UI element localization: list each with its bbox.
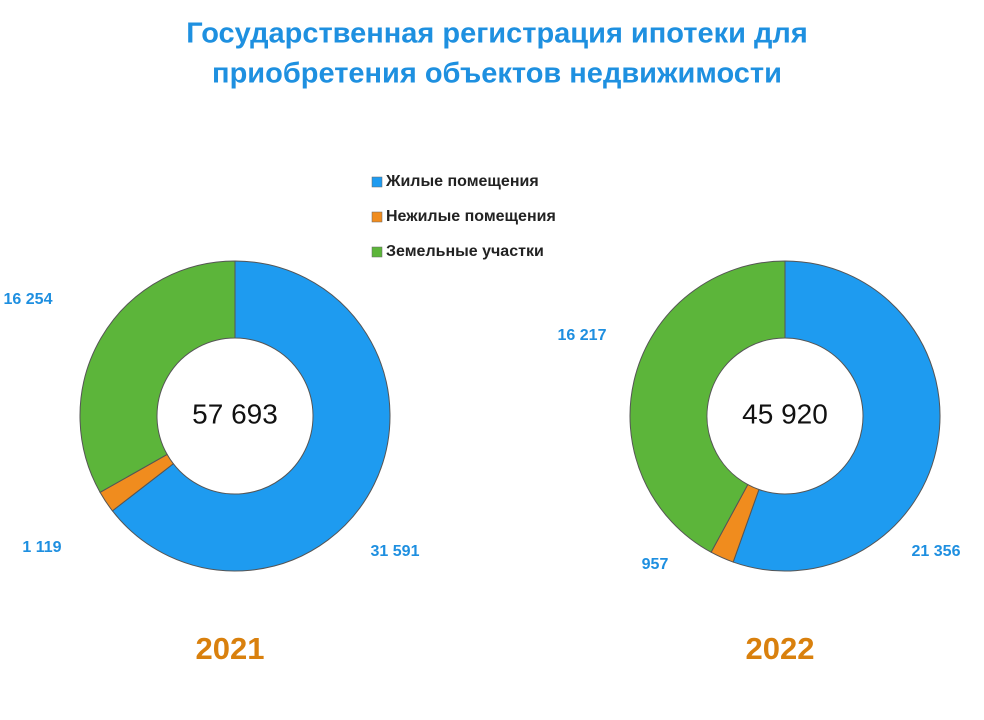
donut-slice bbox=[111, 260, 391, 572]
legend-swatch bbox=[371, 176, 383, 188]
legend-label: Жилые помещения bbox=[385, 173, 539, 190]
chart-title: 2022 bbox=[746, 631, 815, 666]
value-label: 1 119 bbox=[22, 539, 61, 556]
donut-slice bbox=[79, 260, 236, 494]
donut-slice bbox=[629, 260, 786, 553]
legend-swatch bbox=[371, 211, 383, 223]
value-label: 16 217 bbox=[558, 327, 607, 344]
value-label: 21 356 bbox=[912, 543, 961, 560]
value-label: 957 bbox=[642, 556, 669, 573]
total-label: 45 920 bbox=[742, 398, 828, 429]
chart-title: 2021 bbox=[196, 631, 265, 666]
legend-swatch bbox=[371, 246, 383, 258]
value-label: 31 591 bbox=[371, 543, 420, 560]
value-label: 16 254 bbox=[4, 291, 53, 308]
legend-label: Земельные участки bbox=[386, 243, 544, 260]
legend-label: Нежилые помещения bbox=[386, 208, 556, 225]
title-line: приобретения объектов недвижимости bbox=[212, 58, 782, 90]
title-line: Государственная регистрация ипотеки для bbox=[186, 18, 808, 50]
donut-slice bbox=[732, 260, 941, 572]
total-label: 57 693 bbox=[192, 398, 278, 429]
